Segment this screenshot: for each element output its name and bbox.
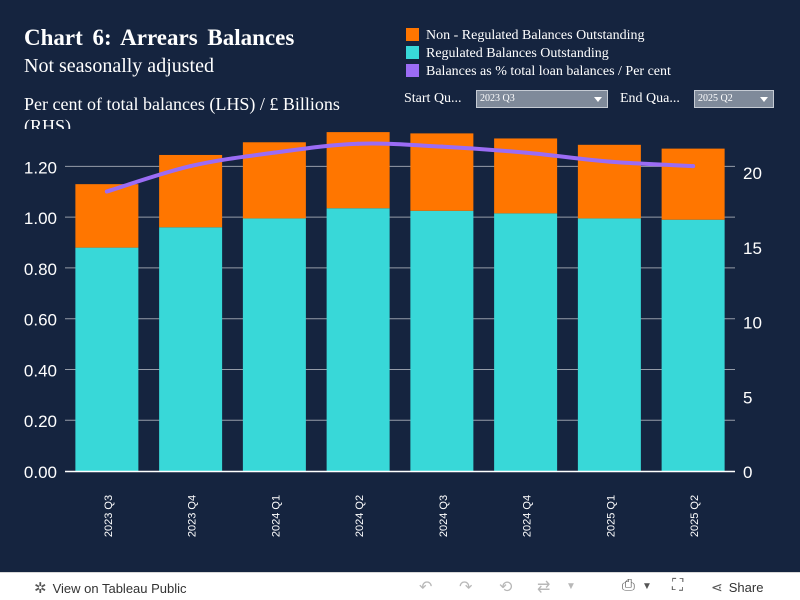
percent-point[interactable] [523,150,528,155]
legend-swatch-regulated [406,46,419,59]
share-label: Share [728,580,764,595]
quarter-filters: Start Qu... 2023 Q3 End Qua... 2025 Q2 [404,88,786,110]
units-label: Per cent of total balances (LHS) / £ Bil… [24,94,340,129]
legend-label-regulated: Regulated Balances Outstanding [426,46,609,61]
share-icon: ⋖ [711,579,723,595]
bar-non-regulated[interactable] [577,144,641,219]
chevron-down-icon[interactable]: ▼ [566,581,576,592]
chart-subtitle: Not seasonally adjusted [24,55,214,77]
chevron-down-icon [594,97,602,102]
legend-item-percent[interactable]: Balances as % total loan balances / Per … [406,62,736,80]
end-quarter-select[interactable]: 2025 Q2 [694,90,774,108]
x-tick-label: 2025 Q1 [605,495,617,537]
legend-item-regulated[interactable]: Regulated Balances Outstanding [406,44,736,62]
refresh-icon[interactable]: ⇄ [537,579,551,596]
legend-label-percent: Balances as % total loan balances / Per … [426,64,671,79]
view-on-tableau-link[interactable]: ✲ View on Tableau Public [34,579,187,597]
bars [75,132,725,472]
view-on-tableau-label: View on Tableau Public [52,580,187,596]
end-quarter-value: 2025 Q2 [698,93,733,104]
percent-point[interactable] [439,144,444,149]
chevron-down-icon [760,97,768,102]
x-tick-label: 2023 Q4 [187,495,199,537]
bar-regulated[interactable] [494,213,558,471]
bar-regulated[interactable] [326,208,390,471]
y-right-tick-label: 5 [743,388,752,407]
bar-regulated[interactable] [242,218,306,471]
end-quarter-label: End Qua... [620,91,680,106]
arrears-chart: 0.00 0.20 0.40 0.60 0.80 1.00 1.20 0 5 10 15 20 2023… [24,132,762,537]
bar-regulated[interactable] [75,247,139,471]
y-right-tick-label: 0 [743,463,752,482]
undo-icon[interactable]: ↶ [419,579,433,596]
y-left-tick-label: 0.60 [24,311,57,330]
percent-point[interactable] [691,164,696,169]
fullscreen-icon[interactable]: ⛶ [672,577,684,594]
legend-swatch-non-regulated [406,28,419,41]
y-right-tick-label: 10 [743,314,762,333]
y-right-tick-label: 15 [743,239,762,258]
percent-series-line[interactable] [104,141,696,194]
share-button[interactable]: ⋖ Share [711,579,763,596]
bar-regulated[interactable] [577,218,641,471]
x-tick-label: 2024 Q2 [354,495,366,537]
x-tick-label: 2025 Q2 [689,495,701,537]
start-quarter-select[interactable]: 2023 Q3 [476,90,608,108]
y-right-tick-label: 20 [743,164,762,183]
y-left-tick-label: 0.40 [24,361,57,380]
y-left-tick-label: 0.20 [24,412,57,431]
start-quarter-value: 2023 Q3 [480,93,515,104]
y-left-tick-label: 1.20 [24,158,57,177]
x-tick-label: 2024 Q4 [522,495,534,537]
bar-non-regulated[interactable] [661,148,725,220]
y-left-tick-label: 0.00 [24,463,57,482]
percent-point[interactable] [356,141,361,146]
legend-item-non-regulated[interactable]: Non - Regulated Balances Outstanding [406,26,736,44]
bar-regulated[interactable] [159,227,223,471]
bar-regulated[interactable] [661,219,725,471]
bar-regulated[interactable] [410,210,474,472]
legend: Non - Regulated Balances Outstanding Reg… [406,26,736,80]
bar-non-regulated[interactable] [75,184,139,248]
x-tick-label: 2023 Q3 [103,495,115,537]
percent-point[interactable] [272,150,277,155]
download-icon[interactable]: ⎙ [622,577,635,594]
start-quarter-label: Start Qu... [404,91,462,106]
legend-swatch-percent [406,64,419,77]
chart-title: Chart 6: Arrears Balances [24,25,295,50]
redo-icon[interactable]: ↷ [459,579,473,596]
revert-icon[interactable]: ⟲ [499,579,513,596]
x-tick-label: 2024 Q3 [438,495,450,537]
percent-point[interactable] [188,164,193,169]
y-left-tick-label: 1.00 [24,209,57,228]
percent-point[interactable] [607,159,612,164]
percent-point[interactable] [104,189,109,194]
x-tick-label: 2024 Q1 [270,495,282,537]
tableau-logo-icon: ✲ [34,580,47,597]
tableau-footer: ✲ View on Tableau Public ↶ ↷ ⟲ ⇄ ▼ ⎙ ▼ ⛶… [0,572,800,600]
percent-line [104,141,696,194]
legend-label-non-regulated: Non - Regulated Balances Outstanding [426,28,645,43]
y-left-tick-label: 0.80 [24,260,57,279]
axes: 0.00 0.20 0.40 0.60 0.80 1.00 1.20 0 5 10 15 20 2023… [24,158,762,537]
chevron-down-icon[interactable]: ▼ [642,581,652,592]
